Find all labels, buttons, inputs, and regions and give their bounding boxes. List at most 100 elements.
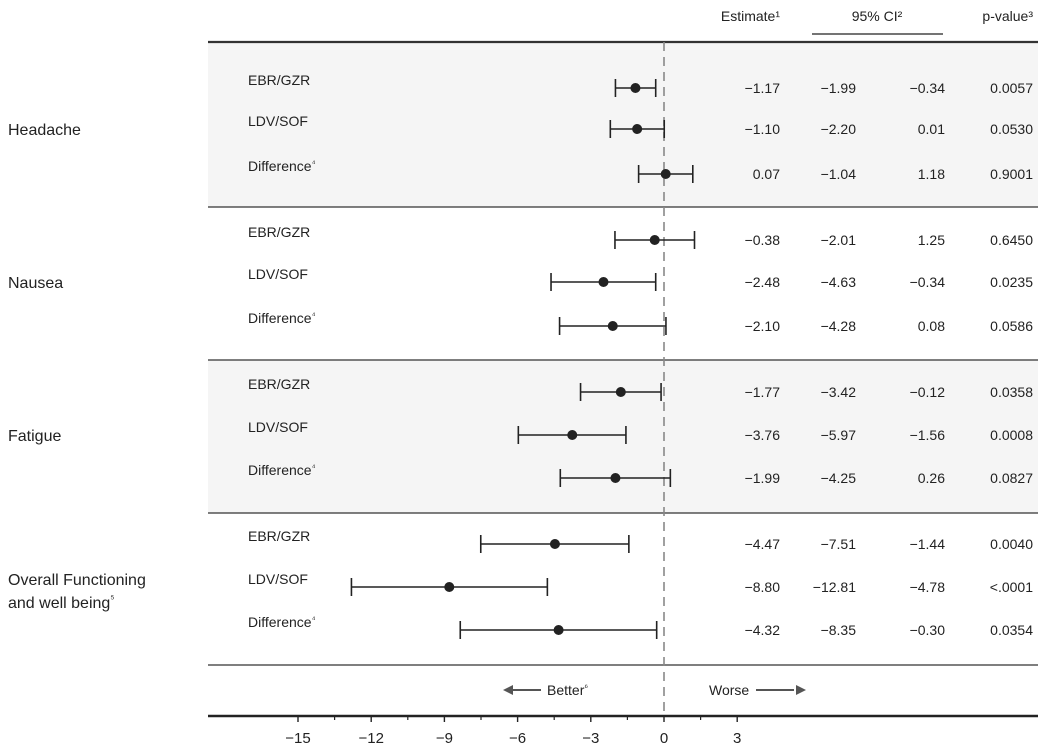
p-value: 0.0057 (990, 80, 1033, 96)
x-tick-label: −12 (358, 730, 383, 747)
x-tick-label: −6 (509, 730, 526, 747)
estimate-value: −1.77 (745, 384, 781, 400)
ci-high-value: 0.01 (918, 121, 945, 137)
group-labels: Headache Nausea Fatigue Overall Functioning… (8, 122, 146, 612)
p-value: 0.0530 (990, 121, 1033, 137)
ci-high-value: −1.56 (910, 427, 946, 443)
x-tick-label: 3 (733, 730, 741, 747)
ci-low-value: −4.63 (821, 274, 857, 290)
worse-label: Worse (709, 682, 749, 698)
ci-low-value: −1.99 (821, 80, 857, 96)
row-label: LDV/SOF (248, 266, 308, 282)
row-label: LDV/SOF (248, 571, 308, 587)
ci-high-value: 1.25 (918, 232, 945, 248)
x-tick-label: −15 (285, 730, 310, 747)
ci-low-value: −5.97 (821, 427, 857, 443)
ci-high-value: −0.12 (910, 384, 946, 400)
row-label: EBR/GZR (248, 224, 310, 240)
x-tick-label: −9 (436, 730, 453, 747)
p-value: 0.0586 (990, 318, 1033, 334)
estimate-value: −1.17 (745, 80, 781, 96)
better-label: Better⁶ (547, 682, 588, 698)
estimate-point (444, 582, 455, 592)
estimate-value: −2.48 (745, 274, 781, 290)
header-estimate: Estimate¹ (721, 8, 780, 24)
p-value: 0.6450 (990, 232, 1033, 248)
group-label-line2: and well being⁵ (8, 594, 114, 612)
group-band (208, 513, 1038, 665)
estimate-point (549, 539, 560, 549)
estimate-value: −4.47 (745, 536, 781, 552)
row-label: LDV/SOF (248, 113, 308, 129)
header-pvalue: p-value³ (982, 8, 1033, 24)
ci-low-value: −4.28 (821, 318, 857, 334)
group-band (208, 42, 1038, 207)
ci-low-value: −2.01 (821, 232, 857, 248)
ci-high-value: −0.30 (910, 622, 946, 638)
row-label: LDV/SOF (248, 419, 308, 435)
data-rows: EBR/GZR −1.17 −1.99 −0.34 0.0057 LDV/SOF −1.10… (248, 72, 1033, 639)
group-bands (208, 42, 1038, 665)
column-headers: Estimate¹ 95% CI² p-value³ (721, 8, 1033, 35)
ci-low-value: −1.04 (821, 166, 857, 182)
row-label: EBR/GZR (248, 528, 310, 544)
group-label: Nausea (8, 275, 63, 292)
row-label: Difference⁴ (248, 158, 316, 174)
x-tick-label: 0 (660, 730, 668, 747)
ci-low-value: −8.35 (821, 622, 857, 638)
p-value: 0.0827 (990, 470, 1033, 486)
worse-arrow-head (796, 685, 806, 695)
better-arrow-head (503, 685, 513, 695)
estimate-value: 0.07 (753, 166, 780, 182)
estimate-value: −1.10 (745, 121, 781, 137)
p-value: 0.0358 (990, 384, 1033, 400)
estimate-point (630, 83, 641, 93)
estimate-point (553, 625, 564, 635)
row-label: Difference⁴ (248, 614, 316, 630)
x-axis: −15 −12 −9 −6 −3 0 3 (208, 714, 1038, 747)
estimate-point (615, 387, 626, 397)
group-band (208, 207, 1038, 360)
group-label: Overall Functioning (8, 572, 146, 589)
estimate-value: −4.32 (745, 622, 781, 638)
p-value: 0.9001 (990, 166, 1033, 182)
group-label: Fatigue (8, 428, 61, 445)
estimate-value: −1.99 (745, 470, 781, 486)
p-value: 0.0235 (990, 274, 1033, 290)
row-label: EBR/GZR (248, 376, 310, 392)
p-value: 0.0008 (990, 427, 1033, 443)
estimate-value: −8.80 (745, 579, 781, 595)
x-tick-label: −3 (582, 730, 599, 747)
p-value: <.0001 (990, 579, 1033, 595)
p-value: 0.0040 (990, 536, 1033, 552)
row-label: EBR/GZR (248, 72, 310, 88)
ci-high-value: 1.18 (918, 166, 945, 182)
row-label: Difference⁴ (248, 462, 316, 478)
ci-high-value: 0.26 (918, 470, 945, 486)
estimate-point (660, 169, 671, 179)
header-ci: 95% CI² (852, 8, 903, 24)
ci-low-value: −2.20 (821, 121, 857, 137)
estimate-point (649, 235, 660, 245)
group-band (208, 360, 1038, 513)
estimate-point (610, 473, 621, 483)
p-value: 0.0354 (990, 622, 1033, 638)
row-label: Difference⁴ (248, 310, 316, 326)
ci-high-value: −4.78 (910, 579, 946, 595)
estimate-value: −2.10 (745, 318, 781, 334)
ci-low-value: −12.81 (813, 579, 856, 595)
estimate-value: −3.76 (745, 427, 781, 443)
estimate-point (632, 124, 643, 134)
group-label: Headache (8, 122, 81, 139)
ci-low-value: −7.51 (821, 536, 857, 552)
estimate-value: −0.38 (745, 232, 781, 248)
ci-high-value: −1.44 (910, 536, 946, 552)
ci-low-value: −4.25 (821, 470, 857, 486)
direction-labels: Better⁶ Worse (503, 682, 806, 698)
estimate-point (607, 321, 618, 331)
ci-high-value: −0.34 (910, 80, 946, 96)
ci-high-value: 0.08 (918, 318, 945, 334)
estimate-point (598, 277, 609, 287)
estimate-point (567, 430, 578, 440)
